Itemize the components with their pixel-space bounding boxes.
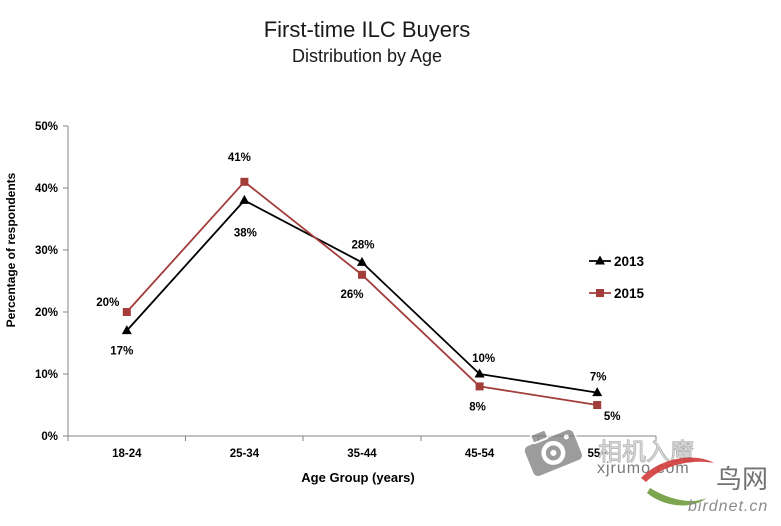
x-tick-label-55: 55+	[587, 448, 607, 460]
camera-flash	[563, 434, 569, 440]
data-label-2015-45-54: 8%	[469, 401, 486, 413]
data-point-2013-55	[592, 387, 603, 397]
data-point-2015-35-44	[358, 270, 366, 279]
y-tick-label: 20%	[35, 307, 58, 319]
camera-top	[529, 428, 549, 445]
legend-marker-2013	[595, 255, 605, 265]
x-tick-label-35-44: 35-44	[347, 448, 377, 460]
y-tick-label: 50%	[35, 121, 58, 133]
data-label-2013-45-54: 10%	[472, 353, 495, 365]
x-tick-label-45-54: 45-54	[465, 448, 495, 460]
data-label-2013-35-44: 28%	[351, 239, 374, 251]
data-label-2013-55: 7%	[590, 372, 607, 384]
data-labels: 17% 38% 28% 10% 7% 20% 41% 26% 8% 5%	[96, 152, 620, 423]
legend-label-2013: 2013	[614, 254, 645, 269]
y-axis-title: Percentage of respondents	[4, 172, 18, 327]
data-point-2015-18-24	[122, 308, 131, 316]
watermark-brand-url: birdnet.cn	[688, 498, 768, 515]
y-tick-label: 0%	[41, 431, 58, 443]
series-layer	[121, 177, 603, 409]
legend: 2013 2015	[589, 254, 645, 301]
data-label-2015-35-44: 26%	[340, 289, 363, 301]
watermark: 相机入魔 xjrumo.com 鸟网 birdnet.cn	[522, 427, 768, 515]
data-point-2013-25-34	[239, 194, 250, 204]
legend-marker-2015	[596, 289, 604, 297]
data-label-2015-55: 5%	[604, 411, 621, 423]
chart-title: First-time ILC Buyers	[264, 17, 471, 42]
legend-item-2013: 2013	[589, 254, 645, 269]
data-point-2015-55	[593, 401, 602, 409]
series-2015	[122, 177, 602, 409]
bird-logo-green-wing	[647, 488, 707, 506]
y-tick-label: 30%	[35, 245, 58, 257]
data-point-2013-35-44	[357, 256, 367, 266]
series-2013	[121, 194, 603, 397]
legend-label-2015: 2015	[614, 286, 645, 301]
legend-item-2015: 2015	[589, 286, 645, 301]
camera-lens-center	[550, 449, 557, 456]
data-label-2015-25-34: 41%	[228, 152, 251, 164]
data-point-2015-25-34	[240, 177, 249, 186]
data-point-2013-45-54	[474, 368, 485, 378]
x-axis-title: Age Group (years)	[301, 470, 414, 485]
y-tick-label: 40%	[35, 183, 58, 195]
data-label-2015-18-24: 20%	[96, 297, 119, 309]
axes: 0% 10% 20% 30% 40% 50% 18-24 25-34 35-44 45-54 55+	[35, 121, 657, 460]
bird-logo-red-wing	[641, 457, 714, 482]
chart-subtitle: Distribution by Age	[292, 46, 442, 66]
x-tick-label-25-34: 25-34	[230, 448, 260, 460]
bird-logo-icon	[641, 457, 714, 506]
data-label-2013-25-34: 38%	[234, 227, 257, 239]
data-label-2013-18-24: 17%	[110, 346, 133, 358]
y-tick-label: 10%	[35, 369, 58, 381]
camera-icon	[522, 427, 584, 478]
x-tick-label-18-24: 18-24	[112, 448, 142, 460]
data-point-2015-45-54	[475, 382, 484, 391]
data-point-2013-18-24	[121, 325, 132, 335]
watermark-brand-name: 鸟网	[716, 465, 768, 495]
